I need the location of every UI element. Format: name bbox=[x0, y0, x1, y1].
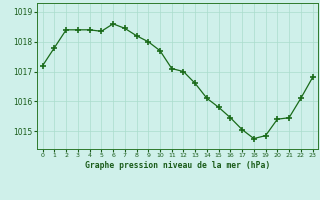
X-axis label: Graphe pression niveau de la mer (hPa): Graphe pression niveau de la mer (hPa) bbox=[85, 161, 270, 170]
